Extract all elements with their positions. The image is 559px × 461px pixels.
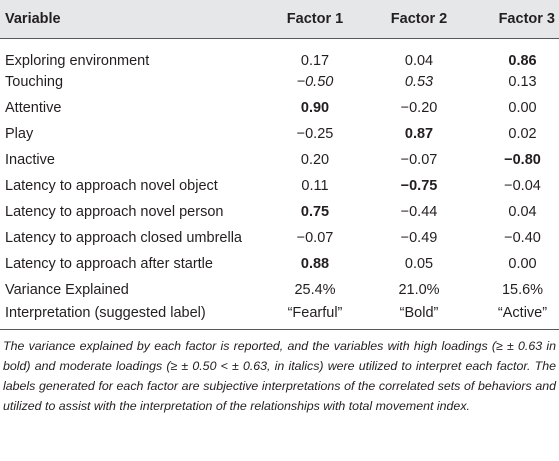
cell-factor-2: −0.49 <box>400 229 438 246</box>
row-variable-label: Latency to approach novel object <box>5 177 218 194</box>
cell-factor-2: “Bold” <box>399 304 439 321</box>
cell-factor-2: −0.20 <box>400 99 438 116</box>
table-row: Attentive 0.90 −0.20 0.00 <box>0 95 559 121</box>
table-row: Exploring environment 0.17 0.04 0.86 <box>0 38 559 69</box>
cell-factor-1: 0.75 <box>300 203 330 220</box>
row-variable-label: Exploring environment <box>5 52 150 69</box>
cell-factor-1: 0.88 <box>300 255 330 272</box>
table-row: Variance Explained 25.4% 21.0% 15.6% <box>0 277 559 303</box>
cell-factor-3: −0.04 <box>504 177 541 194</box>
table-header: Variable Factor 1 Factor 2 Factor 3 <box>0 0 559 39</box>
cell-factor-2: 0.53 <box>404 73 434 90</box>
header-factor-2: Factor 2 <box>372 0 466 39</box>
cell-factor-3: 0.00 <box>508 255 537 272</box>
table-row: Latency to approach closed umbrella −0.07… <box>0 225 559 251</box>
cell-factor-1: −0.25 <box>296 125 334 142</box>
row-variable-label: Interpretation (suggested label) <box>5 304 206 321</box>
cell-factor-1: 25.4% <box>294 281 336 298</box>
table-row: Interpretation (suggested label) “Fearful… <box>0 303 559 329</box>
cell-factor-1: 0.20 <box>300 151 330 168</box>
cell-factor-1: 0.90 <box>300 99 330 116</box>
table-row: Play −0.25 0.87 0.02 <box>0 121 559 147</box>
cell-factor-2: −0.75 <box>400 177 438 194</box>
row-variable-label: Latency to approach novel person <box>5 203 224 220</box>
row-variable-label: Inactive <box>5 151 55 168</box>
row-variable-label: Latency to approach after startle <box>5 255 213 272</box>
cell-factor-3: 0.13 <box>508 73 537 90</box>
cell-factor-1: “Fearful” <box>287 304 343 321</box>
row-variable-label: Touching <box>5 73 64 90</box>
row-variable-label: Play <box>5 125 34 142</box>
cell-factor-3: 0.02 <box>508 125 537 142</box>
cell-factor-2: 21.0% <box>398 281 440 298</box>
table-row: Latency to approach after startle 0.88 0.0… <box>0 251 559 277</box>
cell-factor-1: 0.17 <box>300 52 330 69</box>
table-body: Exploring environment 0.17 0.04 0.86 Touchin… <box>0 38 559 329</box>
row-variable-label: Latency to approach closed umbrella <box>5 229 242 246</box>
header-variable: Variable <box>0 0 258 39</box>
row-variable-label: Attentive <box>5 99 62 116</box>
table-row: Touching −0.50 0.53 0.13 <box>0 69 559 95</box>
table-footnote: The variance explained by each factor is… <box>3 338 556 413</box>
table-row: Latency to approach novel person 0.75 −0.4… <box>0 199 559 225</box>
cell-factor-3: 0.86 <box>508 52 537 69</box>
table-row: Latency to approach novel object 0.11 −0.7… <box>0 173 559 199</box>
cell-factor-1: 0.11 <box>301 177 329 194</box>
factor-loadings-table: Variable Factor 1 Factor 2 Factor 3 Expl… <box>0 0 559 329</box>
cell-factor-3: 0.00 <box>508 99 537 116</box>
cell-factor-2: −0.44 <box>400 203 438 220</box>
cell-factor-2: 0.05 <box>404 255 434 272</box>
cell-factor-3: “Active” <box>497 304 548 321</box>
cell-factor-2: 0.04 <box>404 52 434 69</box>
cell-factor-2: −0.07 <box>400 151 438 168</box>
table-row: Inactive 0.20 −0.07 −0.80 <box>0 147 559 173</box>
cell-factor-3: −0.80 <box>504 151 541 168</box>
cell-factor-1: −0.50 <box>296 73 334 90</box>
cell-factor-3: 15.6% <box>501 281 544 298</box>
table-bottom-rule <box>0 328 559 330</box>
cell-factor-1: −0.07 <box>296 229 334 246</box>
header-row: Variable Factor 1 Factor 2 Factor 3 <box>0 0 559 39</box>
row-variable-label: Variance Explained <box>5 281 129 298</box>
header-factor-1: Factor 1 <box>258 0 372 39</box>
header-factor-3: Factor 3 <box>466 0 559 39</box>
cell-factor-3: 0.04 <box>508 203 537 220</box>
cell-factor-2: 0.87 <box>404 125 434 142</box>
cell-factor-3: −0.40 <box>504 229 541 246</box>
